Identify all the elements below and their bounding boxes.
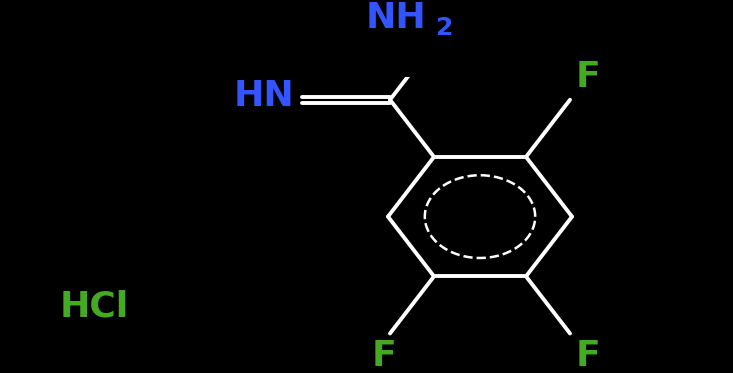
Text: HCl: HCl	[60, 289, 129, 323]
Text: HN: HN	[233, 79, 294, 113]
Text: NH: NH	[365, 1, 426, 35]
Text: F: F	[372, 339, 397, 373]
Text: F: F	[576, 60, 601, 94]
Text: F: F	[576, 339, 601, 373]
Text: 2: 2	[436, 16, 454, 40]
